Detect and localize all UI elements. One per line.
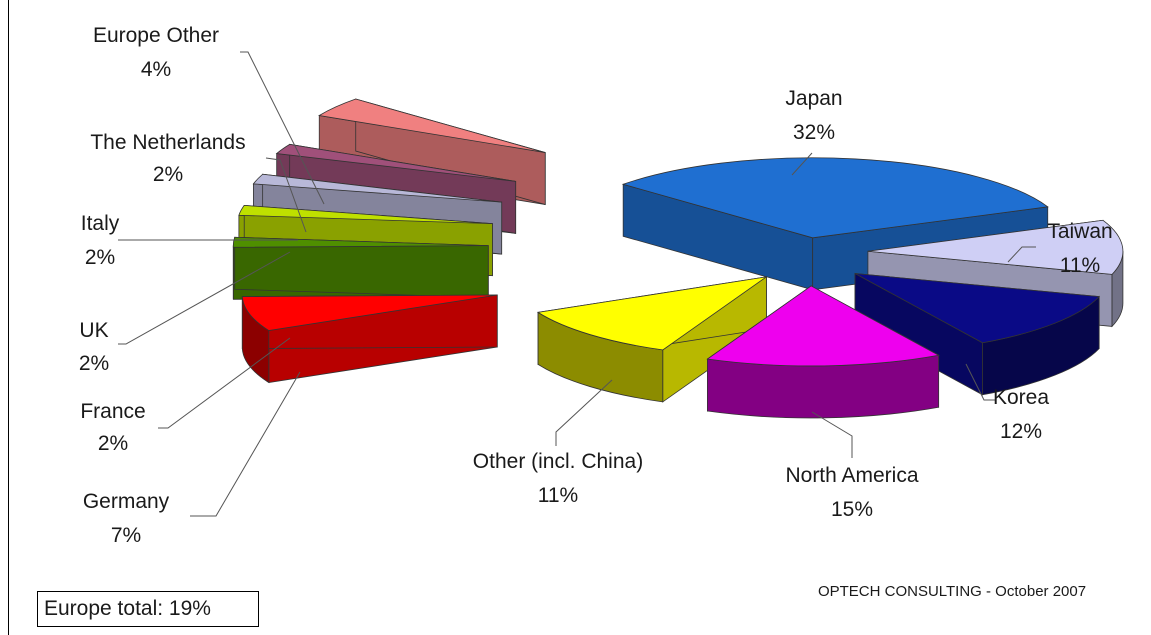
slice-france — [232, 236, 489, 300]
slice-japan-top — [621, 157, 1049, 239]
slice-the-netherlands-top — [275, 143, 516, 182]
value-label-japan: 32% — [793, 121, 835, 144]
leader-line-taiwan — [1007, 246, 1036, 263]
value-label-germany: 7% — [111, 524, 141, 547]
label-korea: Korea — [993, 386, 1049, 409]
value-label-france: 2% — [98, 432, 128, 455]
source-credit: OPTECH CONSULTING - October 2007 — [818, 583, 1086, 600]
label-italy: Italy — [81, 212, 120, 235]
leader-line-uk — [118, 251, 291, 345]
value-label-korea: 12% — [1000, 420, 1042, 443]
label-europe-other: Europe Other — [93, 24, 219, 47]
label-north-america: North America — [785, 464, 918, 487]
slice-germany — [241, 294, 498, 384]
slice-north-america-top — [706, 285, 940, 367]
label-other-incl-china: Other (incl. China) — [473, 450, 643, 473]
label-germany: Germany — [83, 490, 170, 513]
leader-line-the-netherlands — [265, 157, 307, 233]
value-label-other-incl-china: 11% — [538, 484, 578, 507]
leader-line-north-america — [811, 411, 853, 458]
label-taiwan: Taiwan — [1047, 220, 1112, 243]
label-the-netherlands: The Netherlands — [90, 131, 245, 154]
leader-line-other-incl-china — [555, 379, 613, 446]
slice-korea — [854, 272, 1101, 396]
slice-italy-top — [252, 173, 502, 203]
leader-line-france — [158, 337, 291, 429]
leader-line-japan — [791, 152, 813, 176]
slice-other-incl-china-top — [536, 276, 767, 351]
value-label-the-netherlands: 2% — [153, 163, 183, 186]
value-label-north-america: 15% — [831, 498, 873, 521]
slice-uk-top — [238, 204, 493, 225]
slice-north-america — [706, 285, 940, 419]
label-uk: UK — [79, 319, 108, 342]
slice-germany-top — [241, 294, 498, 331]
europe-total-box: Europe total: 19% — [37, 591, 259, 627]
leader-line-korea — [965, 363, 996, 401]
label-japan: Japan — [785, 87, 842, 110]
label-france: France — [80, 400, 145, 423]
slice-taiwan-top — [867, 219, 1124, 275]
leader-line-europe-other — [240, 51, 325, 205]
value-label-uk: 2% — [79, 352, 109, 375]
value-label-europe-other: 4% — [141, 58, 171, 81]
slice-other-incl-china — [536, 276, 767, 403]
value-label-taiwan: 11% — [1060, 254, 1100, 277]
slice-korea-top — [854, 273, 1101, 344]
slice-europe-other-top — [318, 98, 546, 153]
left-border-line — [8, 0, 9, 635]
value-label-italy: 2% — [85, 246, 115, 269]
leader-line-germany — [190, 371, 301, 517]
